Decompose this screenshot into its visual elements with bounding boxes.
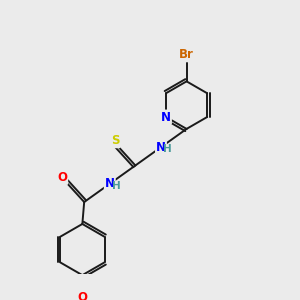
- Text: S: S: [111, 134, 119, 147]
- Text: O: O: [57, 171, 67, 184]
- Text: H: H: [163, 144, 172, 154]
- Text: N: N: [156, 141, 166, 154]
- Text: O: O: [77, 291, 87, 300]
- Text: Br: Br: [179, 48, 194, 61]
- Text: H: H: [112, 181, 121, 190]
- Text: N: N: [161, 110, 171, 124]
- Text: N: N: [105, 177, 115, 190]
